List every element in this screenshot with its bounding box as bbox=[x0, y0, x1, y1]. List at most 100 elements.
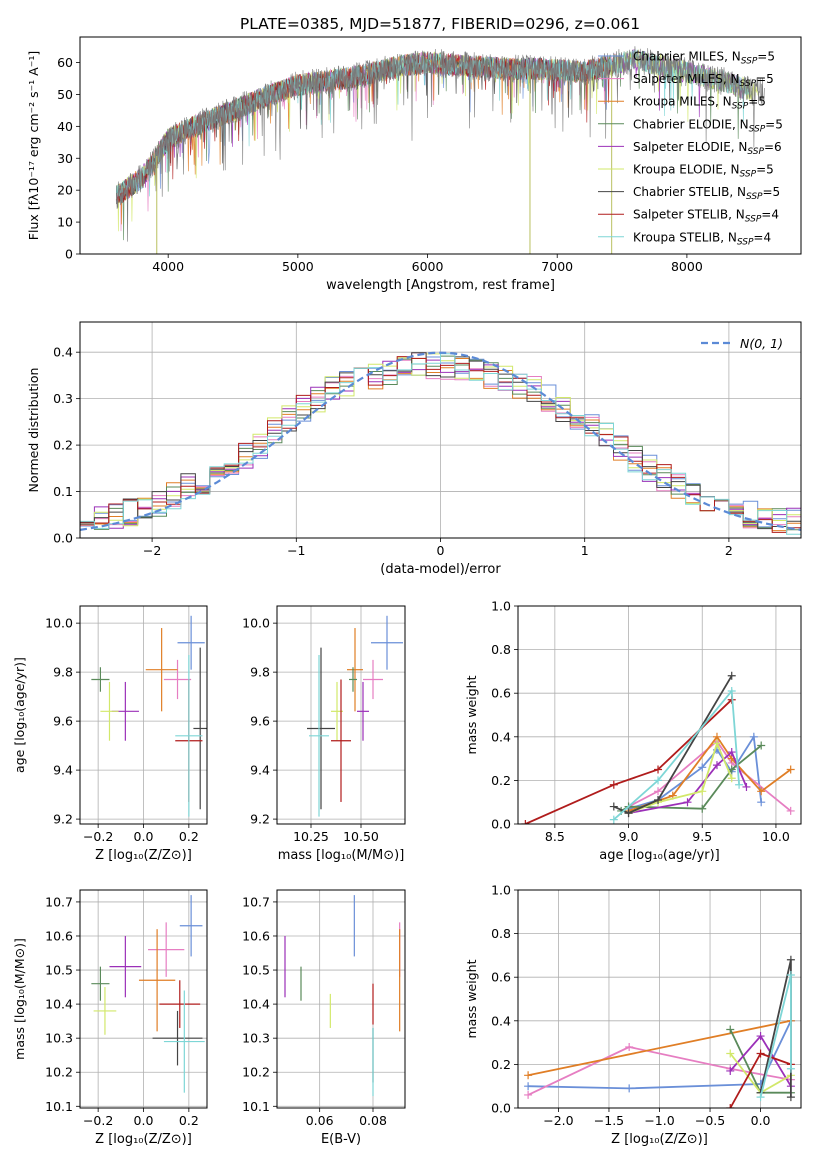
legend-label-text: Chabrier MILES, N bbox=[633, 50, 741, 64]
weight-marker bbox=[749, 732, 758, 741]
weight-marker bbox=[654, 765, 663, 774]
y-tick-label: 10.1 bbox=[45, 1099, 73, 1114]
x-axis-label: wavelength [Angstrom, rest frame] bbox=[326, 278, 555, 293]
x-tick-label: −2.0 bbox=[543, 1113, 573, 1128]
x-axis-label: (data-model)/error bbox=[380, 562, 501, 577]
y-tick-label: 10.2 bbox=[242, 1065, 270, 1080]
y-tick-label: 9.8 bbox=[250, 665, 270, 680]
x-tick-label: 0.06 bbox=[306, 1113, 334, 1128]
plot-area bbox=[277, 890, 405, 1108]
weight-marker bbox=[786, 971, 795, 980]
x-tick-label: 9.5 bbox=[692, 829, 712, 844]
weight-marker bbox=[727, 671, 736, 680]
x-tick-label: 0 bbox=[437, 543, 445, 558]
y-axis-label: Normed distribution bbox=[26, 368, 41, 493]
weight-marker bbox=[786, 1064, 795, 1073]
weight-marker bbox=[524, 1071, 533, 1080]
legend-label-subscript: SSP bbox=[745, 215, 762, 225]
legend-label-text: Salpeter STELIB, N bbox=[633, 208, 745, 222]
y-tick-label: 10.5 bbox=[242, 963, 270, 978]
y-tick-label: 1.0 bbox=[491, 599, 511, 614]
y-tick-label: 10.3 bbox=[242, 1031, 270, 1046]
x-tick-label: 10.25 bbox=[293, 829, 329, 844]
panel-mass-vs-ebv: 0.06 0.08 10.1 10.2 10.3 10.4 10.5 10.6 10.7 E(B-… bbox=[242, 889, 406, 1147]
weight-marker bbox=[726, 1049, 735, 1058]
weight-line bbox=[613, 688, 740, 821]
y-tick-label: 9.4 bbox=[53, 763, 73, 778]
y-tick-label: 9.6 bbox=[250, 714, 270, 729]
weight-marker bbox=[654, 776, 663, 785]
y-tick-label: 10.7 bbox=[45, 894, 73, 909]
y-tick-label: 0.2 bbox=[491, 773, 511, 788]
x-tick-label: 6000 bbox=[412, 259, 444, 274]
legend-label-subscript: SSP bbox=[737, 237, 754, 247]
y-axis-label: mass weight bbox=[464, 675, 479, 754]
histogram-step bbox=[80, 353, 801, 535]
x-tick-label: 10.0 bbox=[762, 829, 790, 844]
weight-marker bbox=[786, 1093, 795, 1102]
y-tick-label: 40 bbox=[57, 119, 73, 134]
y-axis-label: mass [log₁₀(M/M⊙)] bbox=[12, 938, 27, 1060]
y-tick-label: 10.4 bbox=[242, 997, 270, 1012]
x-tick-label: −1.0 bbox=[644, 1113, 674, 1128]
y-tick-label: 0.0 bbox=[53, 531, 73, 546]
legend-label: Salpeter ELODIE, NSSP=6 bbox=[633, 140, 782, 157]
legend-label: Kroupa MILES, NSSP=5 bbox=[633, 95, 766, 112]
y-tick-label: 0.1 bbox=[53, 484, 73, 499]
weight-marker bbox=[757, 787, 766, 796]
legend-label-count: =6 bbox=[764, 140, 782, 154]
y-tick-label: 0.4 bbox=[491, 1013, 511, 1028]
x-tick-label: 1 bbox=[581, 543, 589, 558]
x-tick-label: 9.0 bbox=[619, 829, 639, 844]
y-tick-label: 10.1 bbox=[242, 1099, 270, 1114]
legend-label-text: Kroupa MILES, N bbox=[633, 95, 732, 109]
panel-weight-vs-Z: −2.0 −1.5 −1.0 −0.5 0.0 0.0 0.2 0.4 0.6 0.8 1.0 Z [… bbox=[464, 883, 802, 1147]
panel-mass-vs-Z: −0.2 0.0 0.2 10.1 10.2 10.3 10.4 10.5 10.6 10.7 Z … bbox=[12, 889, 208, 1147]
legend-label-count: =5 bbox=[748, 95, 766, 109]
y-tick-label: 9.2 bbox=[250, 812, 270, 827]
y-tick-label: 0.6 bbox=[491, 686, 511, 701]
x-tick-label: 0.0 bbox=[751, 1113, 771, 1128]
weight-marker bbox=[521, 820, 530, 824]
y-tick-label: 0.8 bbox=[491, 642, 511, 657]
legend-label: Kroupa STELIB, NSSP=4 bbox=[633, 230, 771, 247]
weight-marker bbox=[625, 1084, 634, 1093]
histogram-step bbox=[80, 352, 801, 530]
y-tick-label: 10.0 bbox=[45, 616, 73, 631]
legend-label-subscript: SSP bbox=[747, 147, 764, 157]
y-axis-label: age [log₁₀(age/yr)] bbox=[12, 657, 27, 773]
y-tick-label: 0.0 bbox=[491, 817, 511, 832]
x-axis-label: Z [log₁₀(Z/Z⊙)] bbox=[95, 1132, 192, 1147]
legend-label-count: =5 bbox=[765, 117, 783, 131]
y-tick-label: 0.2 bbox=[491, 1057, 511, 1072]
weight-marker bbox=[712, 761, 721, 770]
y-tick-label: 0.4 bbox=[491, 729, 511, 744]
legend-label: N(0, 1) bbox=[740, 336, 783, 351]
x-tick-label: −0.2 bbox=[83, 829, 113, 844]
legend-label-text: Chabrier STELIB, N bbox=[633, 185, 746, 199]
weight-marker bbox=[712, 739, 721, 748]
weight-marker bbox=[654, 787, 663, 796]
y-tick-label: 0.4 bbox=[53, 345, 73, 360]
y-tick-label: 0.2 bbox=[53, 438, 73, 453]
normal-curve bbox=[80, 351, 801, 531]
y-tick-label: 1.0 bbox=[491, 883, 511, 898]
y-tick-label: 0.8 bbox=[491, 926, 511, 941]
panel-age-vs-mass: 10.25 10.50 9.2 9.4 9.6 9.8 10.0 mass [log₁₀(M/… bbox=[242, 605, 406, 863]
x-tick-label: −1.5 bbox=[594, 1113, 624, 1128]
panel-spectrum: 4000 5000 6000 7000 8000 0 10 20 30 40 50 60 wavelen… bbox=[26, 36, 802, 293]
x-tick-label: 4000 bbox=[152, 259, 184, 274]
weight-marker bbox=[726, 1104, 735, 1108]
plot-content bbox=[80, 351, 801, 535]
x-tick-label: 0.0 bbox=[134, 829, 154, 844]
legend-label-subscript: SSP bbox=[746, 192, 763, 202]
weight-marker bbox=[756, 1093, 765, 1102]
plot-content bbox=[524, 955, 795, 1108]
weight-marker bbox=[524, 1090, 533, 1099]
weight-marker bbox=[698, 763, 707, 772]
x-tick-label: 7000 bbox=[541, 259, 573, 274]
y-tick-label: 9.4 bbox=[250, 763, 270, 778]
plot-content bbox=[521, 671, 795, 824]
